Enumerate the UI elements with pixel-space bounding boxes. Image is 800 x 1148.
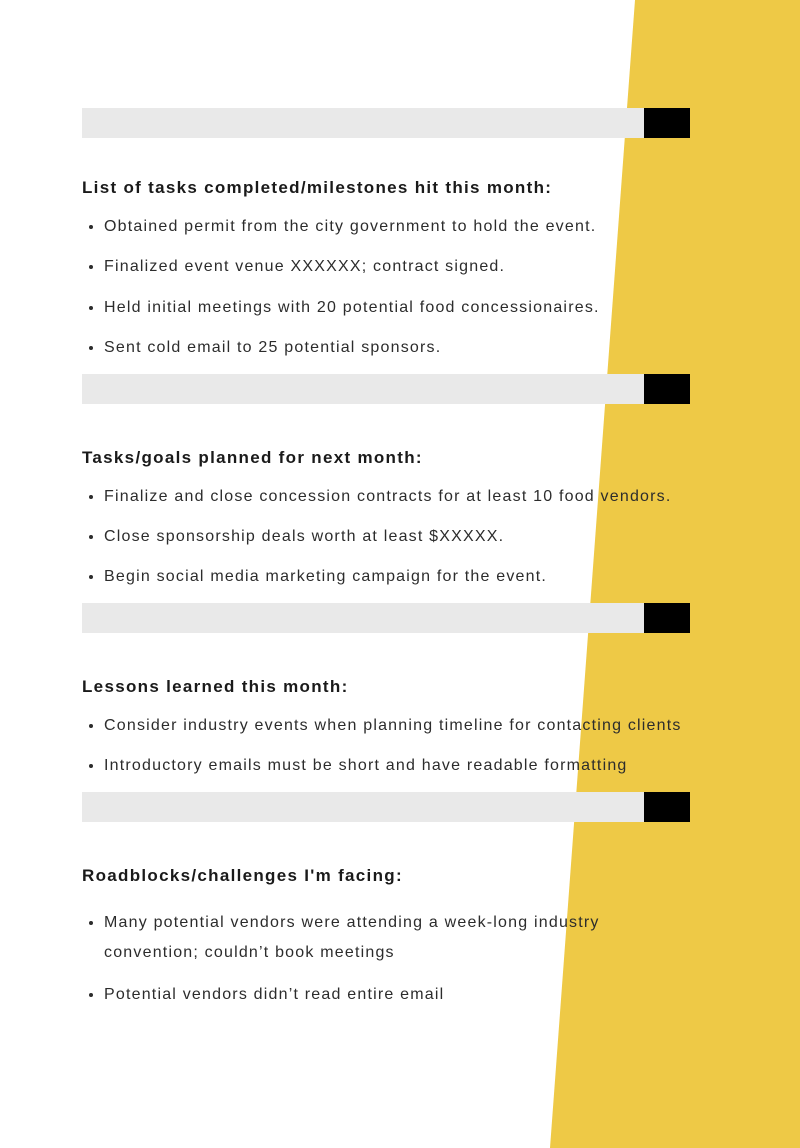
section-lessons-learned: Lessons learned this month: Consider ind… (82, 677, 690, 822)
divider-bar-black (644, 792, 690, 822)
list-item: Many potential vendors were attending a … (104, 908, 690, 969)
list-item: Close sponsorship deals worth at least $… (104, 522, 690, 552)
list-item: Held initial meetings with 20 potential … (104, 293, 690, 323)
list-item: Obtained permit from the city government… (104, 212, 690, 242)
divider-bar-black (644, 108, 690, 138)
list-item: Sent cold email to 25 potential sponsors… (104, 333, 690, 363)
section-heading: Tasks/goals planned for next month: (82, 448, 690, 468)
list-item: Finalize and close concession contracts … (104, 482, 690, 512)
list-item: Finalized event venue XXXXXX; contract s… (104, 252, 690, 282)
section-list: Finalize and close concession contracts … (82, 482, 690, 593)
list-item: Potential vendors didn’t read entire ema… (104, 980, 690, 1010)
section-planned-tasks: Tasks/goals planned for next month: Fina… (82, 448, 690, 633)
section-heading: Lessons learned this month: (82, 677, 690, 697)
section-list: Many potential vendors were attending a … (82, 908, 690, 1011)
divider-bar-black (644, 603, 690, 633)
divider-bar-grey (82, 108, 644, 138)
section-heading: List of tasks completed/milestones hit t… (82, 178, 690, 198)
section-heading: Roadblocks/challenges I'm facing: (82, 866, 690, 886)
list-item: Begin social media marketing campaign fo… (104, 562, 690, 592)
section-completed-tasks: List of tasks completed/milestones hit t… (82, 178, 690, 404)
document-content: List of tasks completed/milestones hit t… (0, 0, 800, 1011)
divider-bar (82, 792, 690, 822)
divider-bar-grey (82, 792, 644, 822)
divider-bar (82, 374, 690, 404)
divider-bar-grey (82, 603, 644, 633)
section-list: Consider industry events when planning t… (82, 711, 690, 782)
divider-bar-grey (82, 374, 644, 404)
list-item: Introductory emails must be short and ha… (104, 751, 690, 781)
list-item: Consider industry events when planning t… (104, 711, 690, 741)
divider-bar (82, 108, 690, 138)
divider-bar (82, 603, 690, 633)
divider-bar-black (644, 374, 690, 404)
section-list: Obtained permit from the city government… (82, 212, 690, 364)
section-roadblocks: Roadblocks/challenges I'm facing: Many p… (82, 866, 690, 1011)
